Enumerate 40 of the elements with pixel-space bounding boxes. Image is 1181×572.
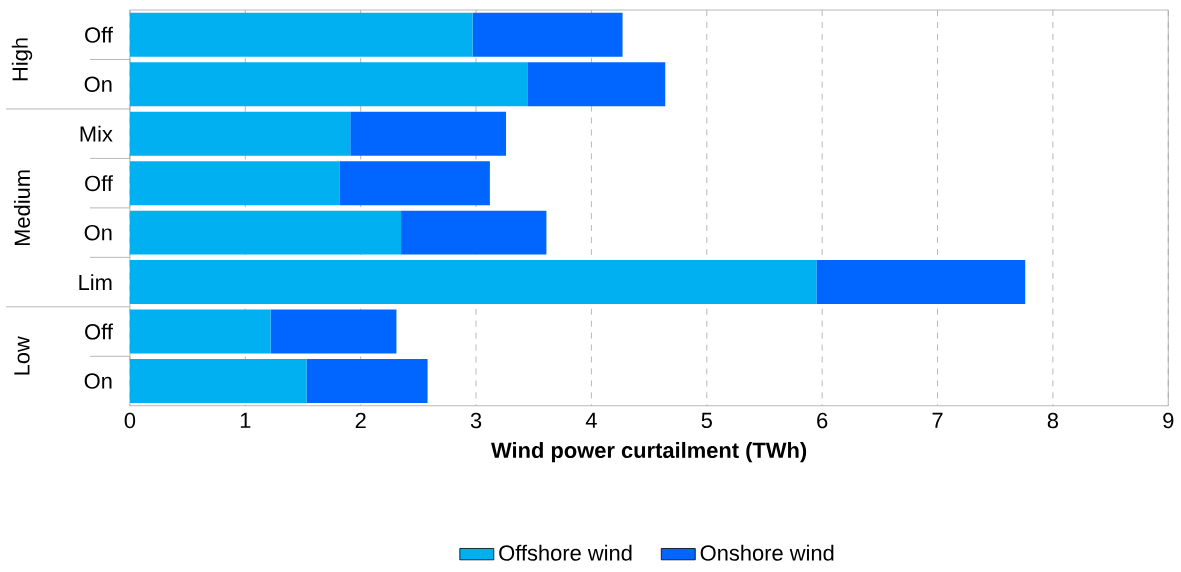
y-tick-label: On (84, 373, 112, 390)
x-tick-label: 3 (470, 413, 482, 429)
bar (816, 260, 1026, 305)
y-tick-label: Off (85, 26, 113, 44)
x-tick-label: 9 (1163, 413, 1174, 429)
bar (129, 260, 817, 305)
bar (129, 309, 271, 354)
x-tick-label: 7 (932, 413, 943, 429)
legend-label: Offshore wind (499, 544, 632, 562)
bar (129, 359, 307, 404)
bar (129, 111, 351, 156)
x-axis-title: Wind power curtailment (TWh) (491, 442, 807, 463)
bar (527, 62, 666, 107)
bar (129, 62, 528, 107)
bar (472, 13, 623, 57)
x-tick-label: 5 (701, 413, 712, 429)
bar (129, 210, 402, 255)
bar (401, 210, 547, 255)
bar (350, 111, 507, 156)
y-tick-label: On (84, 225, 112, 241)
bar (339, 161, 490, 206)
y-tick-label: Mix (80, 125, 113, 142)
y-tick-label: Lim (79, 274, 112, 291)
text: High (11, 38, 33, 81)
y-tick-label: Off (85, 175, 113, 192)
bar (306, 359, 428, 404)
bar (129, 13, 473, 57)
x-tick-label: 8 (1047, 413, 1059, 429)
y-tick-label: On (84, 76, 112, 93)
x-tick-label: 4 (585, 413, 597, 429)
x-tick-label: 0 (124, 413, 136, 429)
x-tick-label: 1 (240, 413, 251, 429)
text: Low (14, 336, 30, 375)
bar (270, 309, 397, 354)
y-tick-label: Off (85, 323, 113, 340)
x-tick-label: 6 (817, 413, 828, 429)
x-tick-label: 2 (355, 413, 366, 429)
text: Medium (13, 170, 31, 246)
bar (129, 161, 340, 206)
legend-label: Onshore wind (700, 544, 834, 562)
